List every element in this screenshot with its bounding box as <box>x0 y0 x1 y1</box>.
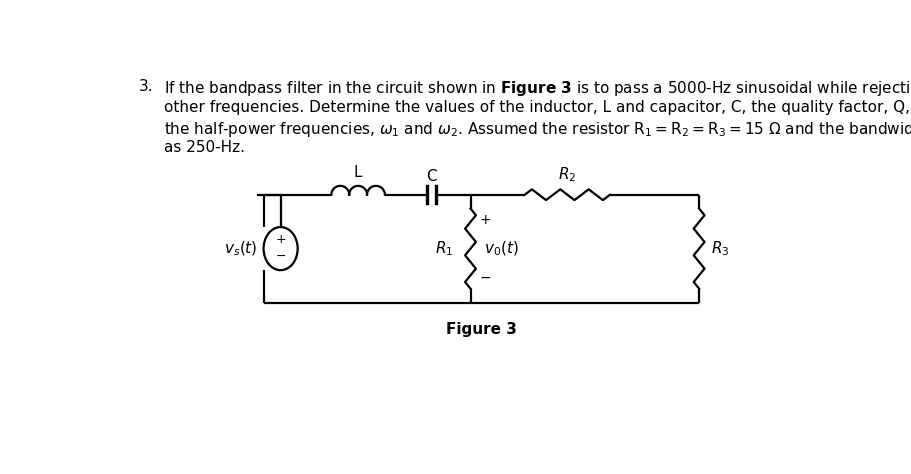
Text: 3.: 3. <box>138 79 153 94</box>
Text: −: − <box>479 271 491 285</box>
Text: −: − <box>275 250 285 263</box>
Text: Figure 3: Figure 3 <box>445 322 517 337</box>
Text: +: + <box>479 213 491 227</box>
Text: $R_2$: $R_2$ <box>558 165 576 184</box>
Text: If the bandpass filter in the circuit shown in $\mathbf{Figure\ 3}$ is to pass a: If the bandpass filter in the circuit sh… <box>164 79 911 98</box>
Text: $R_1$: $R_1$ <box>435 239 453 258</box>
Text: $R_3$: $R_3$ <box>710 239 729 258</box>
Text: as 250-Hz.: as 250-Hz. <box>164 140 245 155</box>
Text: $v_0(t)$: $v_0(t)$ <box>484 239 518 258</box>
Text: the half-power frequencies, $\omega_1$ and $\omega_2$. Assumed the resistor $\ma: the half-power frequencies, $\omega_1$ a… <box>164 120 911 139</box>
Text: C: C <box>426 169 436 184</box>
Text: +: + <box>275 234 286 246</box>
Text: other frequencies. Determine the values of the inductor, L and capacitor, C, the: other frequencies. Determine the values … <box>164 100 911 115</box>
Text: $v_s(t)$: $v_s(t)$ <box>223 239 257 258</box>
Text: L: L <box>353 164 362 180</box>
